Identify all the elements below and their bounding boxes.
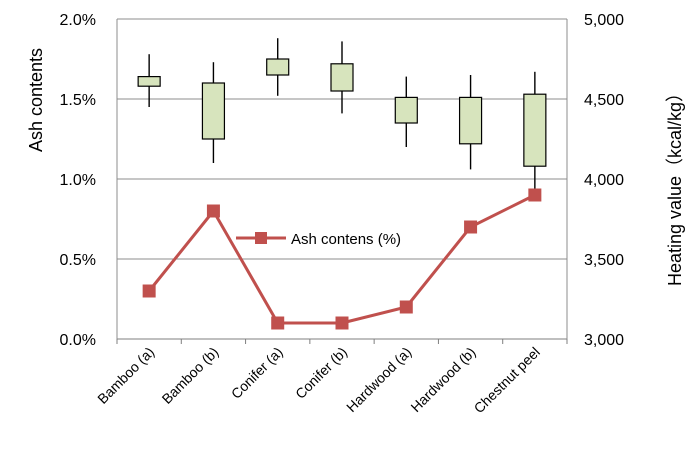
category-label: Conifer (b) [292, 344, 350, 402]
candle-box [330, 63, 354, 92]
heating-value-candles [137, 38, 547, 192]
right-tick-label: 3,500 [584, 252, 624, 269]
category-label: Bamboo (a) [94, 344, 157, 407]
category-label: Chestnut peel [471, 344, 543, 416]
category-label: Hardwood (a) [343, 344, 414, 415]
category-label: Hardwood (b) [407, 344, 478, 415]
right-tick-label: 4,000 [584, 172, 624, 189]
ash-line-marker [142, 284, 156, 298]
right-axis-title: Heating value（kcal/kg） [665, 84, 685, 286]
ash-line-marker [528, 188, 542, 202]
category-label: Conifer (a) [228, 344, 286, 402]
gridlines [116, 18, 568, 344]
category-label: Bamboo (b) [159, 344, 222, 407]
candle-box [266, 58, 290, 76]
legend-label: Ash contens (%) [291, 231, 401, 248]
ash-line-marker [271, 316, 285, 330]
left-tick-label: 1.0% [60, 172, 96, 189]
candle-box [458, 96, 483, 145]
left-tick-label: 2.0% [60, 12, 96, 29]
candle-box [137, 75, 161, 87]
candle-box [523, 93, 547, 167]
ash-line-marker [335, 316, 349, 330]
left-tick-label: 1.5% [60, 92, 96, 109]
left-tick-label: 0.0% [60, 332, 96, 349]
candle-box [394, 96, 418, 124]
ash-line-marker [464, 220, 478, 234]
left-tick-label: 0.5% [60, 252, 96, 269]
right-tick-label: 3,000 [584, 332, 624, 349]
right-tick-label: 4,500 [584, 92, 624, 109]
category-labels: Bamboo (a) Bamboo (b) Conifer (a) Conifer (… [94, 344, 543, 416]
ash-content-line [142, 188, 542, 330]
legend: Ash contens (%) [236, 231, 401, 248]
ash-line-marker [399, 300, 413, 314]
ash-line-marker [206, 204, 220, 218]
candle-box [201, 82, 226, 140]
right-tick-label: 5,000 [584, 12, 624, 29]
right-axis-ticks: 3,000 3,500 4,000 4,500 5,000 [584, 12, 624, 349]
left-axis-ticks: 0.0% 0.5% 1.0% 1.5% 2.0% [60, 12, 96, 349]
left-axis-title: Ash contents [26, 48, 46, 152]
legend-marker-swatch [255, 232, 267, 244]
